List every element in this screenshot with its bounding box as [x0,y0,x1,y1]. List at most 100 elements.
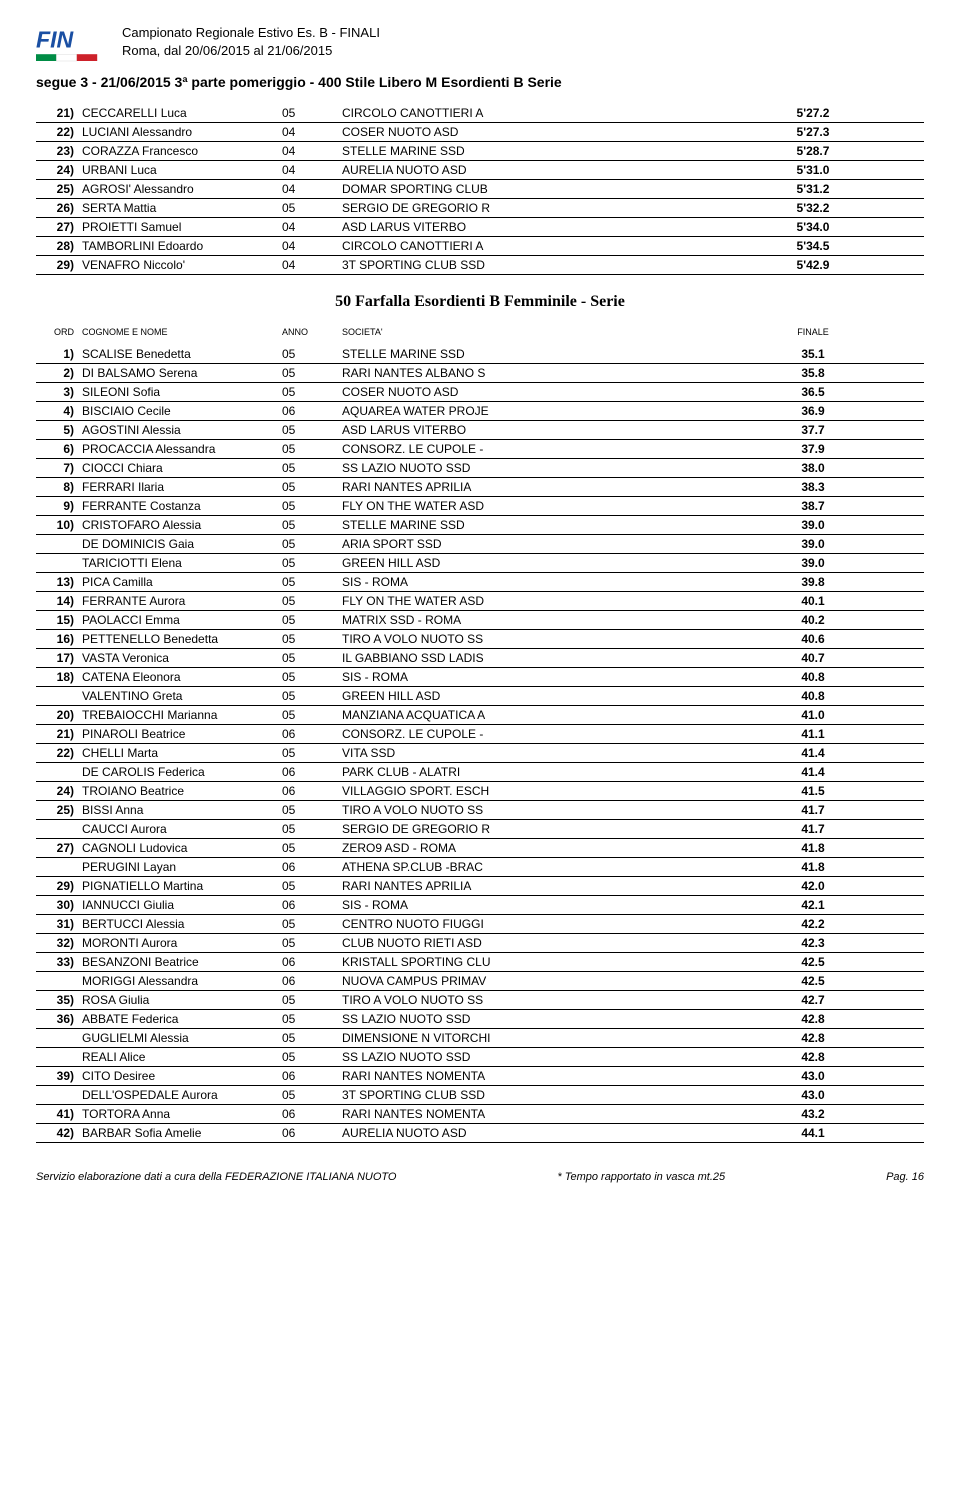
row-name: BESANZONI Beatrice [82,955,282,969]
row-name: PROCACCIA Alessandra [82,442,282,456]
table-row: 36)ABBATE Federica05SS LAZIO NUOTO SSD42… [36,1010,924,1029]
row-club: SIS - ROMA [342,670,702,684]
row-year: 05 [282,423,342,437]
row-year: 06 [282,955,342,969]
row-pos: 9) [36,499,82,513]
row-time: 40.1 [702,594,924,608]
row-club: COSER NUOTO ASD [342,385,702,399]
row-pos: 30) [36,898,82,912]
row-name: ROSA Giulia [82,993,282,1007]
row-name: PERUGINI Layan [82,860,282,874]
svg-text:FIN: FIN [36,26,75,52]
row-pos: 17) [36,651,82,665]
row-club: IL GABBIANO SSD LADIS [342,651,702,665]
row-year: 05 [282,803,342,817]
row-name: SERTA Mattia [82,201,282,215]
row-year: 06 [282,1107,342,1121]
row-year: 06 [282,1069,342,1083]
row-name: VASTA Veronica [82,651,282,665]
row-club: CIRCOLO CANOTTIERI A [342,239,702,253]
table-row: 31)BERTUCCI Alessia05CENTRO NUOTO FIUGGI… [36,915,924,934]
row-year: 05 [282,347,342,361]
row-pos: 16) [36,632,82,646]
table-row: 7)CIOCCI Chiara05SS LAZIO NUOTO SSD38.0 [36,459,924,478]
row-time: 36.9 [702,404,924,418]
table-row: 3)SILEONI Sofia05COSER NUOTO ASD36.5 [36,383,924,402]
row-time: 35.1 [702,347,924,361]
page-footer: Servizio elaborazione dati a cura della … [36,1171,924,1183]
row-year: 05 [282,879,342,893]
event-table: 1)SCALISE Benedetta05STELLE MARINE SSD35… [36,345,924,1143]
table-row: 15)PAOLACCI Emma05MATRIX SSD - ROMA40.2 [36,611,924,630]
col-anno: ANNO [282,327,342,337]
row-time: 42.3 [702,936,924,950]
row-name: SCALISE Benedetta [82,347,282,361]
row-time: 41.0 [702,708,924,722]
row-year: 05 [282,670,342,684]
table-row: 25)AGROSI' Alessandro04DOMAR SPORTING CL… [36,180,924,199]
row-club: PARK CLUB - ALATRI [342,765,702,779]
row-name: IANNUCCI Giulia [82,898,282,912]
event-title: 50 Farfalla Esordienti B Femminile - Ser… [36,293,924,311]
row-year: 05 [282,461,342,475]
row-time: 42.0 [702,879,924,893]
row-year: 05 [282,1088,342,1102]
table-row: 32)MORONTI Aurora05CLUB NUOTO RIETI ASD4… [36,934,924,953]
row-year: 05 [282,1050,342,1064]
row-club: AURELIA NUOTO ASD [342,163,702,177]
table-row: 1)SCALISE Benedetta05STELLE MARINE SSD35… [36,345,924,364]
table-row: 25)BISSI Anna05TIRO A VOLO NUOTO SS41.7 [36,801,924,820]
continuation-table: 21)CECCARELLI Luca05CIRCOLO CANOTTIERI A… [36,104,924,275]
table-row: DE CAROLIS Federica06PARK CLUB - ALATRI4… [36,763,924,782]
row-club: COSER NUOTO ASD [342,125,702,139]
row-club: RARI NANTES APRILIA [342,480,702,494]
row-time: 37.9 [702,442,924,456]
row-name: MORIGGI Alessandra [82,974,282,988]
row-time: 5'34.0 [702,220,924,234]
row-pos: 7) [36,461,82,475]
table-row: 10)CRISTOFARO Alessia05STELLE MARINE SSD… [36,516,924,535]
table-row: 18)CATENA Eleonora05SIS - ROMA40.8 [36,668,924,687]
row-time: 38.7 [702,499,924,513]
row-name: CAUCCI Aurora [82,822,282,836]
row-time: 42.8 [702,1031,924,1045]
row-name: CAGNOLI Ludovica [82,841,282,855]
row-year: 05 [282,385,342,399]
row-time: 5'31.0 [702,163,924,177]
row-club: MANZIANA ACQUATICA A [342,708,702,722]
row-time: 41.1 [702,727,924,741]
row-pos: 25) [36,803,82,817]
row-time: 41.8 [702,860,924,874]
row-pos: 14) [36,594,82,608]
row-year: 05 [282,632,342,646]
footer-right: Pag. 16 [886,1171,924,1183]
row-year: 05 [282,442,342,456]
row-year: 05 [282,841,342,855]
row-club: SIS - ROMA [342,575,702,589]
row-club: CIRCOLO CANOTTIERI A [342,106,702,120]
row-club: NUOVA CAMPUS PRIMAV [342,974,702,988]
col-name: COGNOME E NOME [82,327,282,337]
row-pos: 4) [36,404,82,418]
row-name: CATENA Eleonora [82,670,282,684]
row-name: DE CAROLIS Federica [82,765,282,779]
row-club: ASD LARUS VITERBO [342,220,702,234]
table-row: 29)VENAFRO Niccolo'043T SPORTING CLUB SS… [36,256,924,275]
table-row: 8)FERRARI Ilaria05RARI NANTES APRILIA38.… [36,478,924,497]
row-club: MATRIX SSD - ROMA [342,613,702,627]
row-name: TAMBORLINI Edoardo [82,239,282,253]
row-time: 5'34.5 [702,239,924,253]
row-club: GREEN HILL ASD [342,689,702,703]
row-pos: 2) [36,366,82,380]
row-pos: 1) [36,347,82,361]
table-row: 22)LUCIANI Alessandro04COSER NUOTO ASD5'… [36,123,924,142]
row-name: TREBAIOCCHI Marianna [82,708,282,722]
row-year: 05 [282,936,342,950]
table-row: 24)URBANI Luca04AURELIA NUOTO ASD5'31.0 [36,161,924,180]
row-club: TIRO A VOLO NUOTO SS [342,993,702,1007]
row-club: SERGIO DE GREGORIO R [342,201,702,215]
row-year: 05 [282,106,342,120]
table-row: PERUGINI Layan06ATHENA SP.CLUB -BRAC41.8 [36,858,924,877]
row-year: 05 [282,499,342,513]
row-club: SS LAZIO NUOTO SSD [342,1012,702,1026]
